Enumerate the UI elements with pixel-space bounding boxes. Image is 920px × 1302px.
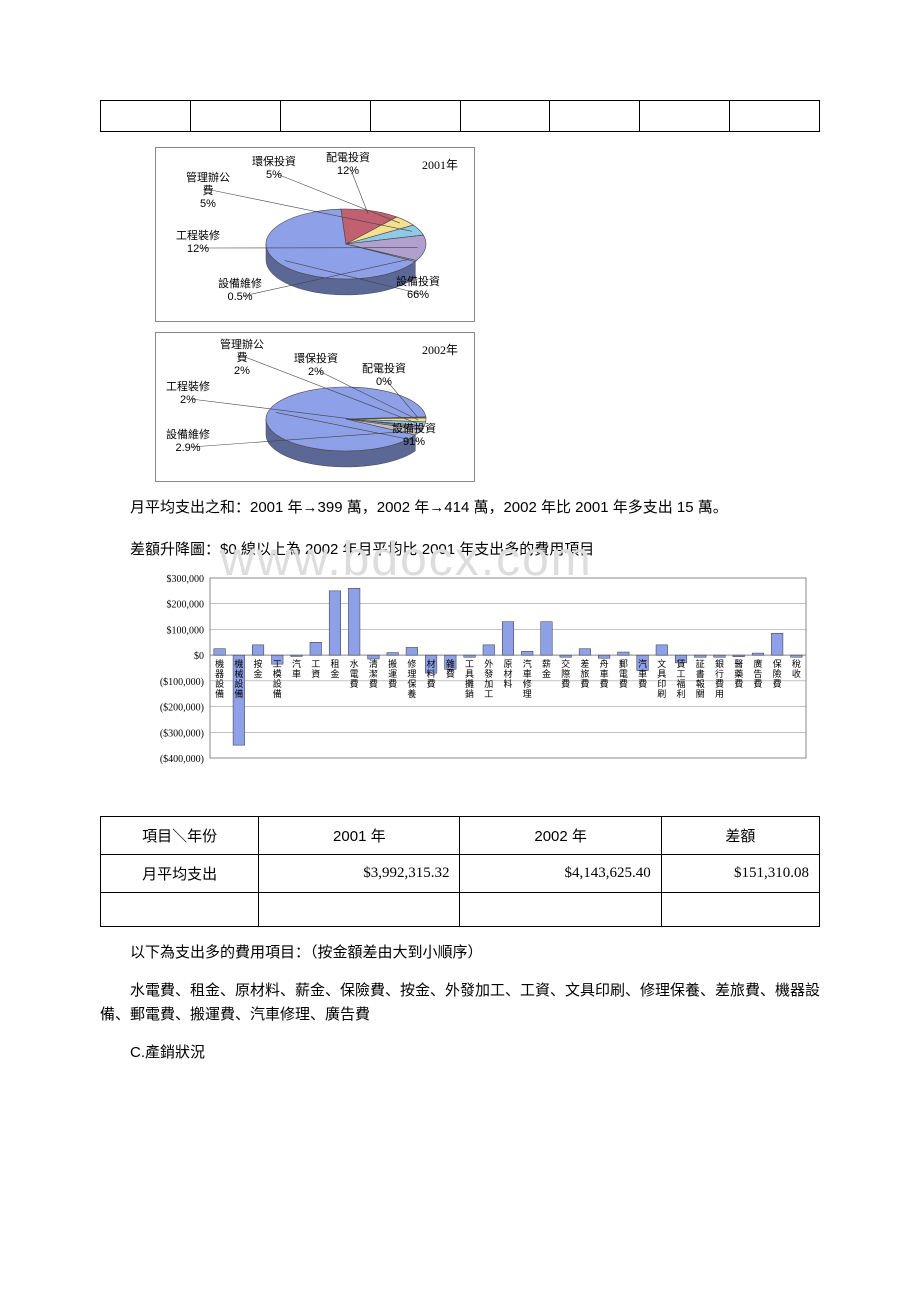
svg-text:原材料: 原材料 bbox=[503, 659, 512, 689]
pie-slice-label: 設備維修0.5% bbox=[218, 278, 262, 304]
svg-text:薪金: 薪金 bbox=[542, 658, 551, 679]
pie-slice-label: 管理辦公費5% bbox=[186, 172, 230, 212]
svg-text:銀行費用: 銀行費用 bbox=[715, 658, 724, 699]
svg-text:工具攤銷: 工具攤銷 bbox=[465, 659, 474, 699]
svg-text:租金: 租金 bbox=[330, 659, 339, 679]
svg-text:工資: 工資 bbox=[311, 659, 320, 679]
avg-expense-text: 月平均支出之和：2001 年→399 萬，2002 年→414 萬，2002 年… bbox=[100, 496, 820, 520]
svg-text:機器設備: 機器設備 bbox=[215, 658, 224, 699]
svg-text:保險費: 保險費 bbox=[773, 658, 782, 689]
th-2002: 2002 年 bbox=[460, 817, 661, 855]
svg-text:工模設備: 工模設備 bbox=[273, 659, 282, 699]
below-text: 以下為支出多的費用項目：（按金額差由大到小順序） bbox=[100, 941, 820, 965]
svg-text:文具印刷: 文具印刷 bbox=[657, 658, 666, 699]
svg-text:($100,000): ($100,000) bbox=[160, 677, 204, 688]
svg-text:($200,000): ($200,000) bbox=[160, 703, 204, 714]
svg-text:清潔費: 清潔費 bbox=[369, 658, 378, 689]
svg-text:汽車: 汽車 bbox=[292, 658, 301, 679]
diff-chart-caption: 差額升降圖：$0 線以上為 2002 年月平均比 2001 年支出多的費用項目 bbox=[100, 538, 820, 562]
svg-text:賃工福利: 賃工福利 bbox=[677, 658, 686, 699]
row-label: 月平均支出 bbox=[101, 855, 259, 893]
svg-text:証書報關: 証書報關 bbox=[696, 658, 705, 699]
svg-text:稅收: 稅收 bbox=[792, 658, 801, 679]
svg-text:醫藥費: 醫藥費 bbox=[734, 659, 743, 689]
val-2001: $3,992,315.32 bbox=[259, 855, 460, 893]
pie-slice-label: 配電投資0% bbox=[362, 363, 406, 389]
pie-slice-label: 設備投資66% bbox=[396, 276, 440, 302]
pie-chart-2001: 2001年 設備投資66% 配電投資12% 環保投資5% 管理辦公費5% 工程裝修12%… bbox=[155, 147, 475, 322]
svg-text:水電費: 水電費 bbox=[350, 658, 359, 689]
val-diff: $151,310.08 bbox=[661, 855, 819, 893]
pie-slice-label: 環保投資2% bbox=[294, 353, 338, 379]
th-2001: 2001 年 bbox=[259, 817, 460, 855]
svg-text:($300,000): ($300,000) bbox=[160, 728, 204, 739]
svg-text:差旅費: 差旅費 bbox=[580, 658, 589, 689]
svg-text:($400,000): ($400,000) bbox=[160, 754, 204, 765]
svg-text:廣告費: 廣告費 bbox=[753, 658, 762, 689]
val-2002: $4,143,625.40 bbox=[460, 855, 661, 893]
svg-text:舟車費: 舟車費 bbox=[600, 658, 609, 689]
summary-table: 項目＼年份 2001 年 2002 年 差額 月平均支出 $3,992,315.… bbox=[100, 816, 820, 927]
pie-slice-label: 環保投資5% bbox=[252, 156, 296, 182]
svg-text:$200,000: $200,000 bbox=[167, 600, 205, 611]
svg-text:汽車修理: 汽車修理 bbox=[523, 658, 532, 699]
bar-chart-diff: $300,000 $200,000 $100,000 $0 ($100,000) ($20… bbox=[130, 566, 820, 806]
svg-text:$0: $0 bbox=[194, 651, 204, 662]
svg-text:搬運費: 搬運費 bbox=[388, 658, 397, 689]
svg-text:按金: 按金 bbox=[254, 658, 263, 679]
pie-slice-label: 設備維修2.9% bbox=[166, 429, 210, 455]
pie-slice-label: 工程裝修12% bbox=[176, 230, 220, 256]
section-c: C.產銷狀況 bbox=[100, 1041, 820, 1065]
pie-slice-label: 配電投資12% bbox=[326, 152, 370, 178]
th-item: 項目＼年份 bbox=[101, 817, 259, 855]
svg-text:$100,000: $100,000 bbox=[167, 625, 205, 636]
svg-text:雜費: 雜費 bbox=[446, 658, 455, 679]
svg-text:修理保養: 修理保養 bbox=[407, 658, 416, 699]
pie-chart-2002: 2002年 設備投資91% 配電投資0% 環保投資2% 管理辦公費2% 工程裝修2% 設備… bbox=[155, 332, 475, 482]
pie-2001-title: 2001年 bbox=[422, 156, 458, 173]
pie-slice-label: 工程裝修2% bbox=[166, 381, 210, 407]
svg-text:郵電費: 郵電費 bbox=[619, 658, 628, 689]
svg-text:機械設備: 機械設備 bbox=[234, 658, 243, 699]
svg-text:$300,000: $300,000 bbox=[167, 574, 205, 585]
empty-header-table bbox=[100, 100, 820, 132]
pie-slice-label: 管理辦公費2% bbox=[220, 339, 264, 379]
svg-text:材料費: 材料費 bbox=[427, 658, 436, 689]
svg-text:交際費: 交際費 bbox=[561, 658, 570, 689]
pie-slice-label: 設備投資91% bbox=[392, 423, 436, 449]
pie-2002-title: 2002年 bbox=[422, 341, 458, 358]
th-diff: 差額 bbox=[661, 817, 819, 855]
items-text: 水電費、租金、原材料、薪金、保險費、按金、外發加工、工資、文具印刷、修理保養、差… bbox=[100, 979, 820, 1027]
svg-text:汽車費: 汽車費 bbox=[638, 658, 647, 689]
svg-text:外發加工: 外發加工 bbox=[484, 658, 493, 699]
